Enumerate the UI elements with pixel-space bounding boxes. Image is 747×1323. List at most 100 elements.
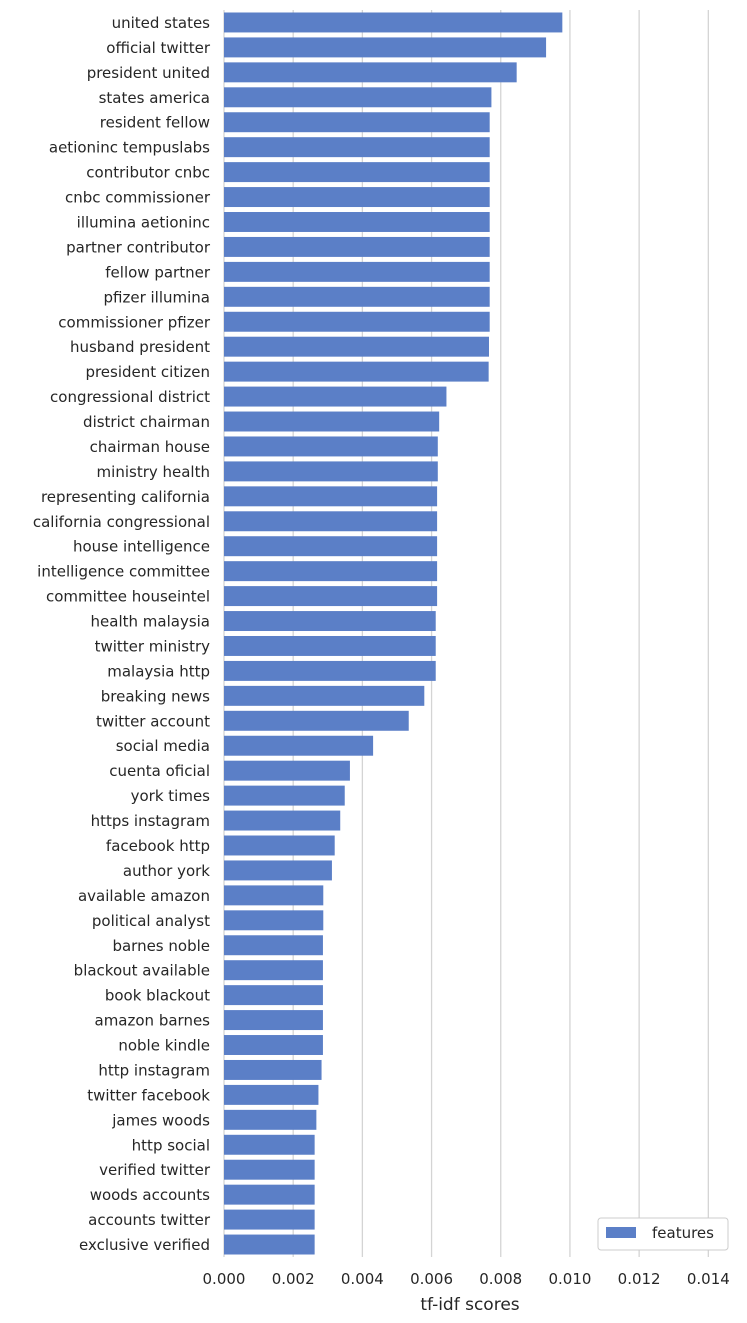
bar bbox=[224, 1209, 315, 1230]
category-label: illumina aetioninc bbox=[77, 213, 210, 231]
category-label: committee houseintel bbox=[46, 588, 210, 606]
x-tick-label: 0.008 bbox=[479, 1270, 522, 1288]
x-axis-ticks: 0.000 0.002 0.004 0.006 0.008 0.010 0.012 0.014 bbox=[203, 1270, 730, 1288]
category-label: york times bbox=[131, 787, 211, 805]
bar bbox=[224, 511, 438, 532]
category-label: blackout available bbox=[74, 962, 210, 980]
category-label: united states bbox=[112, 14, 211, 32]
category-label: aetioninc tempuslabs bbox=[49, 139, 210, 157]
category-label: accounts twitter bbox=[88, 1211, 211, 1229]
category-label: political analyst bbox=[92, 912, 210, 930]
bar bbox=[224, 885, 324, 906]
category-label: available amazon bbox=[78, 887, 210, 905]
category-label: author york bbox=[123, 862, 210, 880]
bar bbox=[224, 810, 341, 831]
category-label: facebook http bbox=[106, 837, 210, 855]
bar bbox=[224, 112, 490, 133]
category-label: pfizer illumina bbox=[104, 288, 211, 306]
bar bbox=[224, 760, 350, 781]
bar bbox=[224, 960, 323, 981]
legend-swatch bbox=[606, 1227, 636, 1238]
category-label: twitter ministry bbox=[95, 637, 211, 655]
category-label: twitter account bbox=[96, 712, 210, 730]
bar bbox=[224, 137, 490, 158]
legend: features bbox=[597, 1217, 729, 1251]
bar bbox=[224, 735, 374, 756]
category-label: barnes noble bbox=[112, 937, 210, 955]
bar bbox=[224, 461, 438, 482]
category-label: noble kindle bbox=[118, 1037, 210, 1055]
category-label: partner contributor bbox=[66, 238, 211, 256]
legend-label: features bbox=[652, 1224, 714, 1242]
bar bbox=[224, 162, 490, 183]
bar bbox=[224, 835, 335, 856]
bar bbox=[224, 386, 447, 407]
x-axis-title: tf-idf scores bbox=[420, 1295, 519, 1315]
bar bbox=[224, 336, 489, 357]
bar bbox=[224, 1109, 317, 1130]
category-label: official twitter bbox=[106, 39, 211, 57]
category-label: exclusive verified bbox=[79, 1236, 210, 1254]
category-label: california congressional bbox=[33, 513, 210, 531]
bar bbox=[224, 87, 492, 108]
bar bbox=[224, 1159, 315, 1180]
x-tick-label: 0.010 bbox=[548, 1270, 591, 1288]
bar bbox=[224, 935, 323, 956]
category-label: verified twitter bbox=[99, 1161, 211, 1179]
category-label: congressional district bbox=[50, 388, 210, 406]
bar bbox=[224, 286, 490, 307]
bar bbox=[224, 486, 438, 507]
x-tick-label: 0.006 bbox=[410, 1270, 453, 1288]
category-label: president united bbox=[87, 64, 210, 82]
category-label: social media bbox=[116, 737, 210, 755]
bar bbox=[224, 910, 324, 931]
category-label: http instagram bbox=[98, 1061, 210, 1079]
category-label: malaysia http bbox=[107, 662, 210, 680]
category-label: resident fellow bbox=[100, 114, 210, 132]
bar bbox=[224, 685, 425, 706]
bar bbox=[224, 311, 490, 332]
bar bbox=[224, 187, 490, 208]
x-tick-label: 0.002 bbox=[272, 1270, 315, 1288]
x-tick-label: 0.004 bbox=[341, 1270, 384, 1288]
bar bbox=[224, 660, 436, 681]
category-label: ministry health bbox=[97, 463, 210, 481]
bar bbox=[224, 985, 323, 1006]
x-tick-label: 0.000 bbox=[203, 1270, 246, 1288]
bar bbox=[224, 1184, 315, 1205]
category-label: cnbc commissioner bbox=[65, 189, 211, 207]
bar bbox=[224, 212, 490, 232]
category-label: woods accounts bbox=[90, 1186, 210, 1204]
bar bbox=[224, 411, 440, 432]
category-label: amazon barnes bbox=[95, 1012, 211, 1030]
x-tick-label: 0.012 bbox=[618, 1270, 661, 1288]
bar bbox=[224, 561, 438, 582]
bar bbox=[224, 586, 438, 607]
x-tick-label: 0.014 bbox=[687, 1270, 730, 1288]
bar bbox=[224, 1134, 315, 1155]
bar bbox=[224, 1035, 323, 1055]
bar bbox=[224, 62, 517, 83]
category-label: cuenta oficial bbox=[109, 762, 210, 780]
bar bbox=[224, 236, 490, 257]
category-label: https instagram bbox=[91, 812, 210, 830]
category-label: district chairman bbox=[83, 413, 210, 431]
legend-box bbox=[597, 1217, 729, 1251]
bar bbox=[224, 611, 436, 632]
category-label: commissioner pfizer bbox=[58, 313, 211, 331]
category-label: breaking news bbox=[101, 687, 210, 705]
category-label: chairman house bbox=[90, 438, 210, 456]
category-label: book blackout bbox=[105, 987, 210, 1005]
bar bbox=[224, 436, 438, 457]
bar bbox=[224, 1084, 319, 1105]
category-label: states america bbox=[99, 89, 210, 107]
category-label: house intelligence bbox=[73, 538, 210, 556]
bar bbox=[224, 1234, 315, 1255]
bar bbox=[224, 37, 547, 58]
category-label: husband president bbox=[70, 338, 210, 356]
bar bbox=[224, 635, 436, 656]
bar bbox=[224, 1010, 323, 1031]
category-label: representing california bbox=[41, 488, 210, 506]
category-label: twitter facebook bbox=[87, 1086, 210, 1104]
